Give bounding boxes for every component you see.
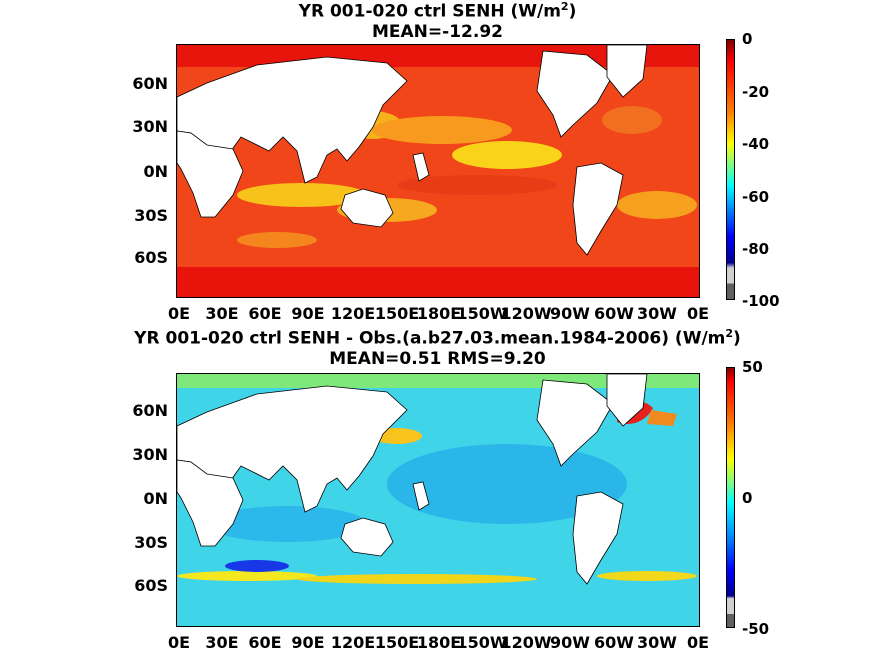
- lon-label: 0E: [167, 633, 191, 652]
- lon-label: 150E: [374, 304, 420, 323]
- lat-label: 60N: [132, 401, 168, 420]
- panel1-map: [176, 44, 700, 298]
- colorbar-tick: 0: [742, 30, 753, 48]
- lon-label: 30E: [205, 304, 239, 323]
- colorbar-tick: -40: [742, 135, 770, 153]
- lon-label: 180E: [416, 633, 462, 652]
- lon-label: 120E: [330, 633, 376, 652]
- colorbar-tick: -100: [742, 292, 780, 310]
- lon-label: 150E: [374, 633, 420, 652]
- lon-label: 0E: [686, 304, 710, 323]
- colorbar-tick: -50: [742, 620, 770, 638]
- colorbar-tick: -20: [742, 83, 770, 101]
- lon-label: 60W: [594, 633, 634, 652]
- colorbar-tick: -80: [742, 240, 770, 258]
- lon-label: 30W: [637, 633, 677, 652]
- lon-label: 120W: [500, 304, 552, 323]
- lat-label: 60S: [134, 248, 168, 267]
- colorbar-tick: 50: [742, 358, 763, 376]
- lon-label: 150W: [456, 633, 508, 652]
- lon-label: 150W: [456, 304, 508, 323]
- lat-label: 30N: [132, 445, 168, 464]
- lat-label: 0N: [143, 162, 168, 181]
- lon-label: 90E: [291, 633, 325, 652]
- colorbar-tick: -60: [742, 188, 770, 206]
- lon-label: 60W: [594, 304, 634, 323]
- lon-label: 0E: [167, 304, 191, 323]
- lon-label: 60E: [248, 304, 282, 323]
- lon-label: 120E: [330, 304, 376, 323]
- lon-label: 90W: [550, 304, 590, 323]
- lon-label: 180E: [416, 304, 462, 323]
- lat-label: 60S: [134, 576, 168, 595]
- panel2-colorbar: [726, 367, 735, 628]
- lon-label: 0E: [686, 633, 710, 652]
- lon-label: 30W: [637, 304, 677, 323]
- panel2-title: YR 001-020 ctrl SENH - Obs.(a.b27.03.mea…: [134, 327, 741, 349]
- lon-label: 90W: [550, 633, 590, 652]
- lon-label: 90E: [291, 304, 325, 323]
- lat-label: 30S: [134, 206, 168, 225]
- lon-label: 60E: [248, 633, 282, 652]
- lat-label: 0N: [143, 489, 168, 508]
- panel1-colorbar: [726, 39, 735, 300]
- panel1-title: YR 001-020 ctrl SENH (W/m2): [298, 0, 577, 22]
- lat-label: 30N: [132, 117, 168, 136]
- lon-label: 30E: [205, 633, 239, 652]
- colorbar-tick: 0: [742, 489, 753, 507]
- panel2-map: [176, 373, 700, 627]
- panel1-mean: MEAN=-12.92: [372, 22, 503, 42]
- lat-label: 60N: [132, 74, 168, 93]
- lon-label: 120W: [500, 633, 552, 652]
- panel2-mean: MEAN=0.51 RMS=9.20: [329, 349, 546, 369]
- lat-label: 30S: [134, 533, 168, 552]
